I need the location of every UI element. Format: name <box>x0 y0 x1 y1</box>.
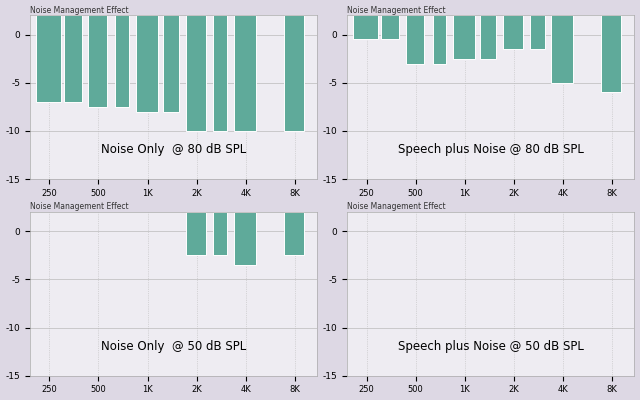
Bar <box>212 212 227 255</box>
Bar <box>284 212 304 255</box>
Bar <box>381 15 399 40</box>
Bar <box>163 15 179 112</box>
Bar <box>551 15 573 83</box>
Text: Noise Only  @ 50 dB SPL: Noise Only @ 50 dB SPL <box>101 340 246 353</box>
Bar <box>136 15 157 112</box>
Text: Noise Management Effect: Noise Management Effect <box>348 6 446 14</box>
Bar <box>36 15 61 102</box>
Bar <box>284 15 304 131</box>
Bar <box>406 15 424 64</box>
Bar <box>530 15 545 49</box>
Text: Noise Management Effect: Noise Management Effect <box>30 6 129 14</box>
Text: Noise Management Effect: Noise Management Effect <box>30 202 129 211</box>
Bar <box>353 15 378 40</box>
Bar <box>234 212 256 265</box>
Bar <box>115 15 129 107</box>
Bar <box>64 15 82 102</box>
Bar <box>234 15 256 131</box>
Text: Speech plus Noise @ 50 dB SPL: Speech plus Noise @ 50 dB SPL <box>398 340 584 353</box>
Bar <box>602 15 621 92</box>
Bar <box>453 15 475 59</box>
Text: Noise Management Effect: Noise Management Effect <box>348 202 446 211</box>
Bar <box>481 15 496 59</box>
Bar <box>212 15 227 131</box>
Bar <box>186 15 206 131</box>
Text: Speech plus Noise @ 80 dB SPL: Speech plus Noise @ 80 dB SPL <box>398 143 584 156</box>
Text: Noise Only  @ 80 dB SPL: Noise Only @ 80 dB SPL <box>101 143 246 156</box>
Bar <box>88 15 108 107</box>
Bar <box>433 15 446 64</box>
Bar <box>503 15 524 49</box>
Bar <box>186 212 206 255</box>
